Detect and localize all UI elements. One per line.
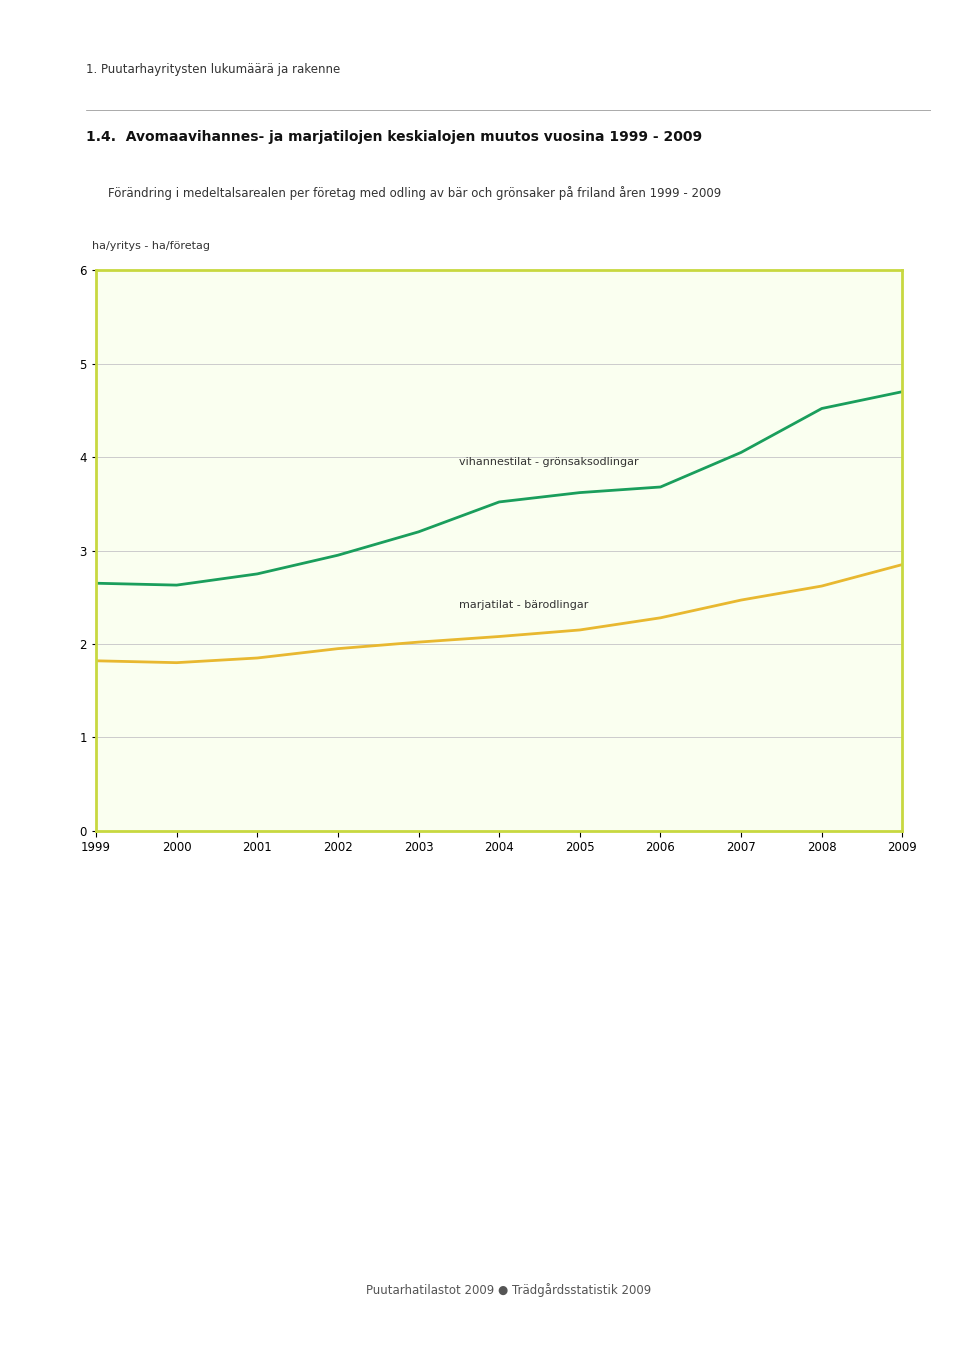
Text: ha/yritys - ha/företag: ha/yritys - ha/företag (92, 240, 210, 250)
Text: 1.4.  Avomaavihannes- ja marjatilojen keskialojen muutos vuosina 1999 - 2009: 1.4. Avomaavihannes- ja marjatilojen kes… (86, 130, 703, 145)
Text: marjatilat - bärodlingar: marjatilat - bärodlingar (459, 600, 588, 611)
Text: 1. Puutarhayritysten lukumäärä ja rakenne: 1. Puutarhayritysten lukumäärä ja rakenn… (86, 62, 341, 76)
Text: 18: 18 (30, 1320, 52, 1337)
Text: Puutarhatilastot 2009 ● Trädgårdsstatistik 2009: Puutarhatilastot 2009 ● Trädgårdsstatist… (366, 1283, 652, 1297)
Text: vihannestilat - grönsaksodlingar: vihannestilat - grönsaksodlingar (459, 457, 638, 466)
Text: Förändring i medeltalsarealen per företag med odling av bär och grönsaker på fri: Förändring i medeltalsarealen per företa… (108, 186, 721, 200)
Circle shape (7, 0, 262, 154)
